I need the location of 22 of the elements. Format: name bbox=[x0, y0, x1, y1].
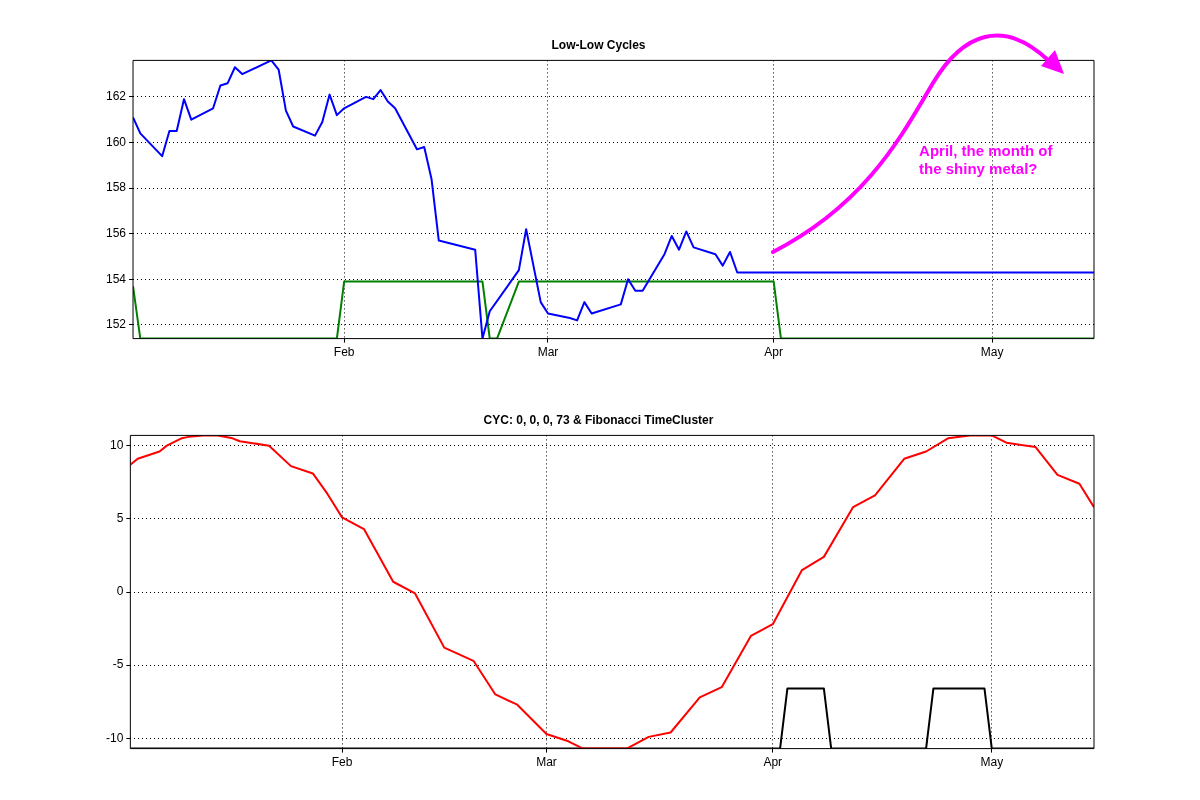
y-tick-label: -5 bbox=[112, 657, 124, 672]
y-tick-label: 0 bbox=[116, 584, 124, 599]
y-tick-label: 158 bbox=[105, 180, 127, 195]
x-tick-label: Apr bbox=[763, 755, 783, 770]
y-tick-label: 5 bbox=[116, 511, 124, 526]
x-tick-label: Feb bbox=[333, 345, 355, 360]
x-tick-label: May bbox=[980, 345, 1004, 360]
x-tick-label: Apr bbox=[764, 345, 784, 360]
y-tick-label: 156 bbox=[105, 226, 127, 241]
y-tick-label: -10 bbox=[106, 730, 124, 745]
y-tick-label: 152 bbox=[105, 317, 127, 332]
chart-title: CYC: 0, 0, 0, 73 & Fibonacci TimeCluster bbox=[483, 412, 714, 427]
y-tick-label: 160 bbox=[105, 134, 127, 149]
x-tick-label: Feb bbox=[331, 755, 353, 770]
chart-title: Low-Low Cycles bbox=[551, 37, 646, 52]
x-tick-label: Mar bbox=[537, 345, 559, 360]
annotation: April, the month of the shiny metal? bbox=[919, 141, 1054, 177]
x-tick-label: May bbox=[980, 755, 1004, 770]
y-tick-label: 154 bbox=[105, 271, 127, 286]
y-tick-label: 162 bbox=[105, 89, 127, 104]
y-tick-label: 10 bbox=[109, 437, 124, 452]
x-tick-label: Mar bbox=[536, 755, 557, 770]
